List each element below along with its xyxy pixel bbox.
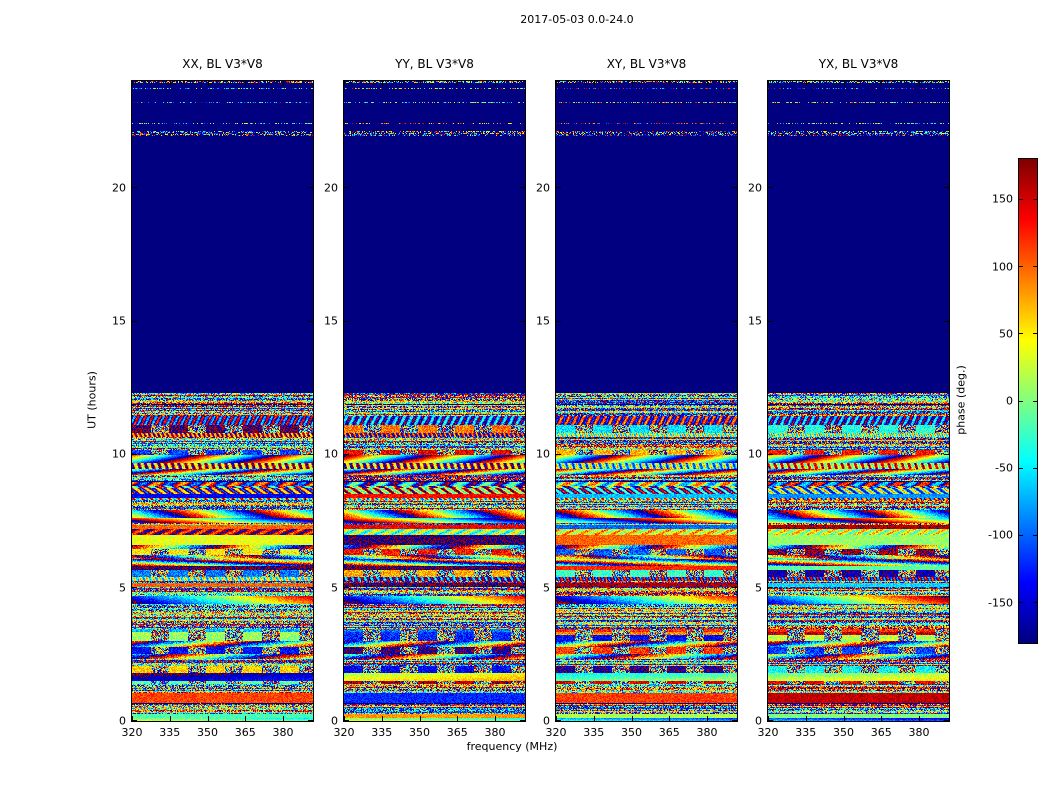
colorbar-tick-label: 0	[1006, 394, 1013, 408]
x-tick-label: 350	[409, 726, 431, 739]
y-tick-label: 5	[119, 581, 126, 595]
y-tick-label: 5	[331, 581, 338, 595]
panel-title-yx: YX, BL V3*V8	[818, 57, 899, 71]
y-tick-label: 0	[331, 714, 338, 728]
x-tick-label: 335	[371, 726, 393, 739]
panel-title-yy: YY, BL V3*V8	[395, 57, 474, 71]
panel-xy: XY, BL V3*V8 0 5 10 15 20 320 335 350 365 380	[536, 57, 738, 739]
x-tick-label: 320	[121, 726, 143, 739]
colorbar-tick-label: 50	[999, 327, 1013, 341]
x-tick-label: 335	[583, 726, 605, 739]
x-tick-label: 350	[833, 726, 855, 739]
y-tick-label: 5	[543, 581, 550, 595]
x-tick-label: 320	[545, 726, 567, 739]
panel-xx: XX, BL V3*V8 0 5 10 15 20 320 335 350 365 380	[112, 57, 314, 739]
y-tick-label: 10	[112, 447, 126, 461]
x-tick-label: 365	[234, 726, 256, 739]
x-axis-label: frequency (MHz)	[466, 740, 558, 753]
heatmap-canvas-xx	[131, 80, 314, 722]
y-tick-label: 0	[755, 714, 762, 728]
heatmap-canvas-yy	[343, 80, 526, 722]
x-tick-label: 350	[621, 726, 643, 739]
x-tick-label: 380	[908, 726, 930, 739]
y-tick-label: 20	[324, 181, 338, 195]
x-tick-label: 335	[159, 726, 181, 739]
panel-title-xy: XY, BL V3*V8	[606, 57, 687, 71]
x-tick-label: 365	[658, 726, 680, 739]
x-tick-label: 365	[870, 726, 892, 739]
x-tick-label: 380	[484, 726, 506, 739]
y-tick-label: 20	[748, 181, 762, 195]
y-tick-label: 10	[748, 447, 762, 461]
panel-title-xx: XX, BL V3*V8	[182, 57, 263, 71]
y-tick-label: 10	[536, 447, 550, 461]
x-tick-label: 365	[446, 726, 468, 739]
colorbar-canvas	[1018, 158, 1038, 644]
colorbar-tick-label: -50	[995, 461, 1013, 475]
x-tick-label: 320	[333, 726, 355, 739]
y-tick-label: 0	[543, 714, 550, 728]
colorbar: 150 100 50 0 -50 -100 -150	[988, 158, 1038, 644]
heatmap-canvas-xy	[555, 80, 738, 722]
y-tick-label: 15	[748, 314, 762, 328]
figure-title: 2017-05-03 0.0-24.0	[520, 13, 634, 26]
panel-yy: YY, BL V3*V8 0 5 10 15 20 320 335 350 365 380	[324, 57, 526, 739]
colorbar-tick-label: 100	[992, 260, 1013, 274]
colorbar-tick-label: -100	[988, 528, 1013, 542]
x-tick-label: 350	[197, 726, 219, 739]
y-tick-label: 15	[536, 314, 550, 328]
x-tick-label: 320	[757, 726, 779, 739]
colorbar-tick-label: 150	[992, 192, 1013, 206]
y-tick-label: 0	[119, 714, 126, 728]
y-tick-label: 15	[324, 314, 338, 328]
x-tick-label: 335	[795, 726, 817, 739]
panel-yx: YX, BL V3*V8 0 5 10 15 20 320 335 350 365 380	[748, 57, 950, 739]
y-tick-label: 20	[112, 181, 126, 195]
y-axis-label: UT (hours)	[85, 371, 99, 429]
y-tick-label: 5	[755, 581, 762, 595]
colorbar-tick-label: -150	[988, 596, 1013, 610]
y-tick-label: 10	[324, 447, 338, 461]
y-tick-label: 20	[536, 181, 550, 195]
colorbar-label: phase (deg.)	[954, 365, 968, 435]
x-tick-label: 380	[696, 726, 718, 739]
heatmap-canvas-yx	[767, 80, 950, 722]
x-tick-label: 380	[272, 726, 294, 739]
y-tick-label: 15	[112, 314, 126, 328]
